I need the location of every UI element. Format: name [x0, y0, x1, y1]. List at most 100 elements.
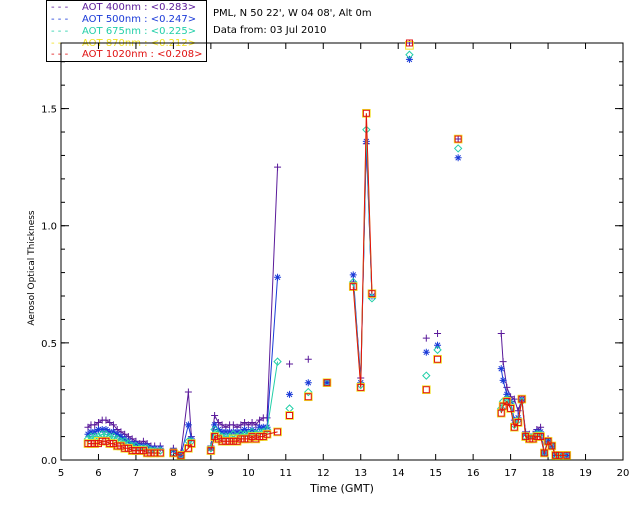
data-point	[422, 385, 431, 395]
data-point	[222, 428, 230, 436]
series-aot-870nm	[83, 41, 572, 460]
x-tick-label: 20	[617, 468, 630, 479]
data-point	[362, 109, 370, 117]
data-marks	[83, 39, 572, 460]
data-point	[563, 451, 571, 459]
data-point	[274, 163, 282, 171]
data-point	[252, 421, 260, 429]
data-point	[433, 345, 442, 355]
data-point	[256, 433, 264, 441]
data-point	[176, 451, 186, 460]
plot-frame	[60, 42, 624, 461]
data-point	[143, 442, 151, 450]
data-point	[497, 329, 505, 337]
data-point	[156, 449, 164, 457]
data-point	[132, 447, 140, 455]
data-point	[248, 426, 256, 434]
legend-swatch-500: - - -	[51, 14, 69, 25]
data-point	[506, 404, 515, 413]
data-point	[128, 447, 136, 455]
data-point	[304, 393, 312, 401]
x-tick-label: 19	[579, 468, 592, 479]
data-point	[106, 428, 114, 436]
data-point	[259, 433, 267, 441]
data-point	[233, 437, 241, 445]
legend-entry-400: - - - AOT 400nm : <0.283>	[47, 2, 206, 14]
data-point	[499, 358, 507, 366]
series-line	[87, 113, 567, 456]
data-point	[263, 430, 271, 438]
data-point	[218, 421, 226, 429]
data-point	[241, 426, 249, 434]
data-point	[143, 449, 151, 457]
data-point	[229, 421, 237, 429]
data-point	[233, 428, 241, 436]
data-point	[323, 379, 331, 387]
data-point	[537, 428, 545, 436]
data-point	[87, 440, 95, 448]
data-point	[405, 41, 414, 50]
data-point	[349, 283, 357, 291]
data-point	[98, 437, 106, 445]
data-point	[368, 290, 376, 298]
data-point	[453, 134, 463, 144]
data-point	[422, 371, 431, 380]
legend-entry-675: - - - AOT 675nm : <0.225>	[47, 26, 206, 38]
data-point	[503, 390, 511, 398]
data-point	[106, 419, 114, 427]
data-point	[503, 397, 511, 405]
x-tick-label: 15	[429, 468, 442, 479]
legend-label-1020: AOT 1020nm : <0.208>	[82, 49, 203, 60]
data-point	[124, 444, 132, 452]
data-point	[248, 433, 256, 441]
data-point	[147, 449, 155, 457]
data-point	[422, 386, 430, 394]
y-tick-label: 0.0	[41, 456, 57, 467]
data-point	[252, 435, 260, 443]
legend-label-500: AOT 500nm : <0.247>	[82, 14, 197, 25]
data-point	[187, 440, 195, 448]
data-point	[139, 442, 147, 450]
data-point	[517, 397, 527, 406]
data-point	[151, 444, 159, 452]
data-point	[169, 449, 177, 457]
data-point	[529, 435, 537, 443]
legend-swatch-1020: - - -	[51, 49, 69, 60]
data-point	[285, 404, 294, 413]
data-point	[422, 334, 430, 342]
data-point	[405, 50, 414, 59]
data-point	[522, 433, 530, 441]
data-point	[453, 144, 463, 153]
data-point	[211, 433, 219, 441]
data-date: Data from: 03 Jul 2010	[213, 25, 327, 36]
x-tick-label: 6	[95, 468, 101, 479]
data-point	[229, 428, 237, 436]
legend-swatch-400: - - -	[51, 2, 69, 13]
data-point	[84, 430, 92, 438]
data-point	[540, 448, 549, 458]
data-point	[94, 440, 102, 448]
data-point	[349, 277, 358, 287]
data-point	[109, 440, 117, 448]
data-point	[506, 399, 515, 408]
data-point	[405, 39, 413, 47]
data-point	[434, 329, 442, 337]
data-point	[117, 442, 125, 450]
data-point	[207, 447, 215, 455]
data-point	[102, 437, 110, 445]
series-line	[87, 113, 567, 456]
data-point	[273, 427, 282, 437]
data-point	[169, 447, 177, 455]
data-point	[214, 419, 222, 427]
y-axis-label: Aerosol Optical Thickness	[27, 210, 37, 326]
data-point	[109, 421, 117, 429]
data-point	[510, 423, 518, 431]
data-point	[113, 442, 121, 450]
data-point	[357, 383, 365, 391]
x-tick-label: 17	[504, 468, 517, 479]
data-point	[518, 395, 526, 403]
data-point	[497, 409, 505, 417]
data-point	[113, 430, 121, 438]
data-point	[102, 426, 110, 434]
data-point	[513, 418, 523, 427]
